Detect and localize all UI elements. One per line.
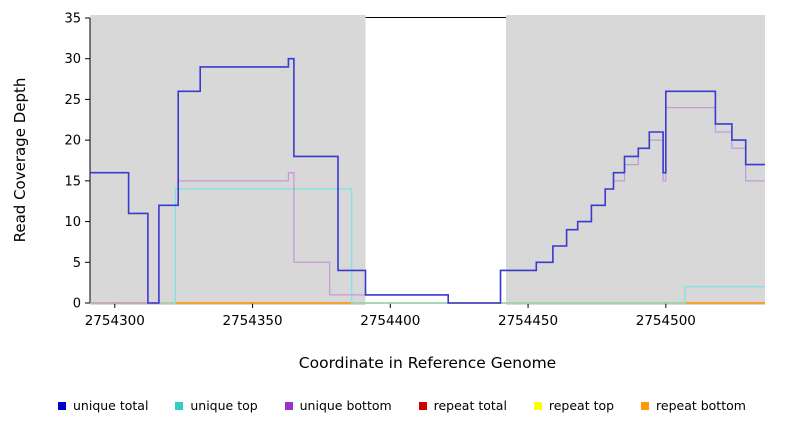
- x-tick-label: 2754400: [360, 313, 420, 329]
- legend-label: repeat bottom: [656, 398, 746, 413]
- legend-label: unique top: [190, 398, 258, 413]
- legend-swatch-unique-top: [175, 401, 184, 410]
- shaded-region: [506, 15, 765, 305]
- legend-item-unique-top: unique top: [175, 398, 258, 413]
- x-tick-label: 2754450: [498, 313, 558, 329]
- series-unique-total: [90, 57, 765, 304]
- legend-item-unique-total: unique total: [58, 398, 148, 413]
- legend-swatch-unique-bottom: [284, 401, 293, 410]
- x-tick-label: 2754350: [222, 313, 282, 329]
- y-tick-label: 5: [73, 256, 81, 271]
- legend-item-repeat-bottom: repeat bottom: [641, 398, 746, 413]
- legend-swatch-repeat-total: [418, 401, 427, 410]
- y-tick-label: 10: [64, 215, 81, 230]
- x-tick-label: 2754300: [85, 313, 145, 329]
- y-tick-label: 35: [64, 12, 81, 27]
- series-unique-top: [90, 188, 765, 304]
- x-tick-label: 2754500: [636, 313, 696, 329]
- legend-label: repeat top: [548, 398, 615, 413]
- legend-item-repeat-total: repeat total: [418, 398, 507, 413]
- legend: unique total unique top unique bottom repea…: [0, 398, 792, 413]
- coverage-chart: 0 5 10 15 20 25 30 35 2754300 2754350 2754400 27544…: [64, 12, 765, 329]
- y-tick-label: 0: [73, 297, 81, 312]
- x-axis-title: Coordinate in Reference Genome: [298, 354, 557, 372]
- legend-swatch-repeat-bottom: [641, 401, 650, 410]
- legend-swatch-repeat-top: [533, 401, 542, 410]
- legend-label: unique total: [73, 398, 149, 413]
- y-tick-label: 20: [64, 134, 81, 149]
- y-tick-label: 25: [64, 93, 81, 108]
- shaded-region: [90, 15, 366, 305]
- y-tick-label: 15: [64, 174, 81, 189]
- legend-item-unique-bottom: unique bottom: [284, 398, 392, 413]
- y-axis-title: Read Coverage Depth: [11, 77, 29, 243]
- legend-label: repeat total: [433, 398, 507, 413]
- y-tick-label: 30: [64, 52, 81, 67]
- legend-item-repeat-top: repeat top: [533, 398, 615, 413]
- legend-swatch-unique-total: [58, 401, 66, 410]
- legend-label: unique bottom: [299, 398, 392, 413]
